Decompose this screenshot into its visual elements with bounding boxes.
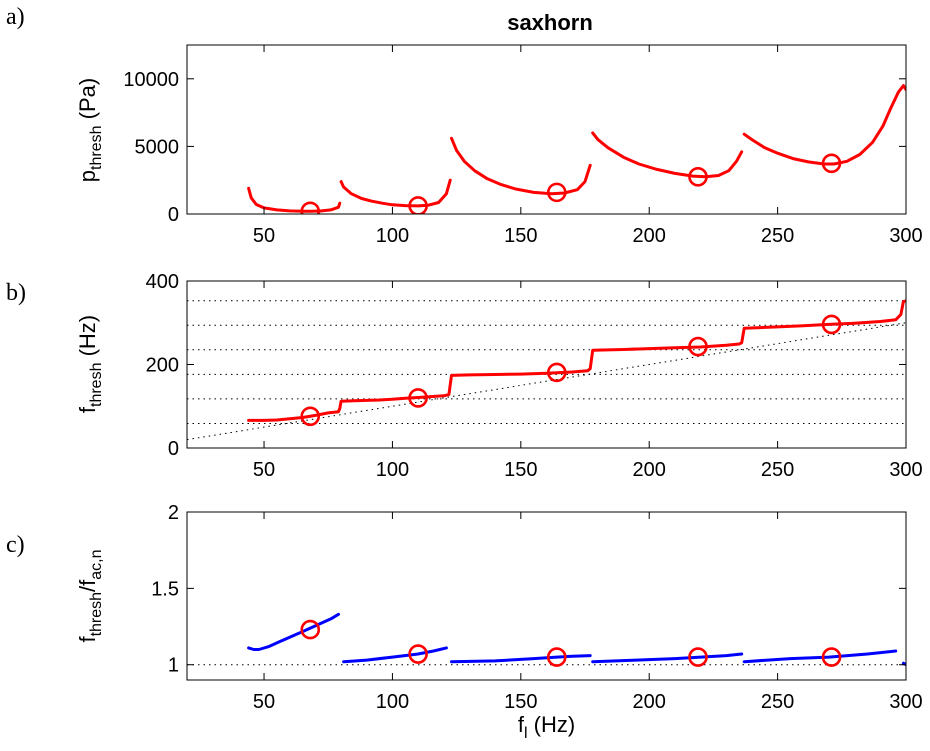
- data-marker: [821, 647, 842, 667]
- y-tick-label: 0: [168, 438, 179, 460]
- y-label-mid: /f: [75, 579, 100, 592]
- panel-label-b: b): [6, 280, 26, 306]
- y-tick-label: 1.5: [151, 578, 179, 600]
- series-line: [339, 178, 452, 208]
- axes-frame: [186, 44, 907, 215]
- x-tick-label: 150: [504, 225, 537, 247]
- panel-label-a: a): [6, 4, 25, 30]
- panel-b-frequency: 50 100 150 200 250 300 0 200 400 fthresh (Hz): [75, 271, 923, 481]
- data-marker: [408, 388, 428, 408]
- series-line: [591, 131, 744, 179]
- y-tick-label: 0: [168, 204, 179, 226]
- data-marker: [300, 201, 321, 214]
- x-tick-label: 250: [761, 459, 794, 481]
- series-line: [342, 646, 448, 664]
- data-marker: [408, 196, 428, 214]
- axes-frame: [186, 511, 907, 681]
- x-tick-label: 200: [633, 225, 666, 247]
- series-line: [742, 649, 898, 664]
- series-line: [742, 84, 906, 166]
- y-axis-label: fthresh/fac,n: [75, 549, 105, 642]
- series-line: [247, 612, 340, 651]
- data-marker: [688, 647, 708, 667]
- x-tick-label: 50: [253, 691, 275, 713]
- y-tick-label: 400: [146, 271, 179, 293]
- x-tick-label: 100: [376, 691, 409, 713]
- y-axis-label: pthresh (Pa): [75, 78, 105, 182]
- data-marker: [688, 336, 708, 357]
- y-label-sub: thresh: [88, 125, 105, 169]
- data-marker: [821, 314, 842, 335]
- series-line: [247, 299, 906, 422]
- y-label-unit: (Pa): [75, 78, 100, 126]
- data-marker: [821, 153, 842, 174]
- data-marker: [546, 182, 567, 203]
- plot-area: [247, 84, 906, 214]
- y-tick-label: 5000: [135, 136, 180, 158]
- plot-area: [187, 299, 906, 441]
- y-label-sub: thresh: [88, 363, 105, 407]
- x-tick-label: 200: [633, 459, 666, 481]
- y-label-base: f: [75, 636, 100, 643]
- reference-diagonal: [187, 322, 906, 441]
- x-label-sub: l: [524, 725, 528, 742]
- data-marker: [546, 647, 567, 667]
- x-tick-label: 300: [889, 225, 922, 247]
- data-marker: [300, 406, 321, 427]
- x-tick-label: 100: [376, 459, 409, 481]
- data-marker: [688, 167, 708, 187]
- data-marker: [300, 619, 321, 640]
- y-label-base: f: [75, 406, 100, 413]
- x-tick-label: 100: [376, 225, 409, 247]
- y-axis-label: fthresh (Hz): [75, 315, 105, 413]
- series-line: [247, 186, 342, 213]
- x-tick-label: 150: [504, 459, 537, 481]
- y-label-sub: thresh: [88, 592, 105, 636]
- y-label-base: p: [75, 170, 100, 182]
- x-tick-label: 250: [761, 225, 794, 247]
- x-tick-label: 300: [889, 459, 922, 481]
- y-tick-label: 1: [168, 655, 179, 677]
- y-tick-label: 10000: [123, 69, 179, 91]
- panel-a-pressure: 50 100 150 200 250 300 0 5000 10000 pthresh (Pa): [75, 44, 923, 247]
- series-line: [450, 654, 592, 664]
- axes-frame: [186, 280, 907, 449]
- x-tick-label: 150: [504, 691, 537, 713]
- x-tick-label: 300: [889, 691, 922, 713]
- x-label-unit: (Hz): [528, 712, 576, 737]
- x-tick-label: 250: [761, 691, 794, 713]
- y-tick-label: 2: [168, 502, 179, 524]
- x-tick-label: 50: [253, 459, 275, 481]
- series-line: [591, 652, 744, 664]
- y-label-sub2: ac,n: [88, 549, 105, 579]
- plot-area: [187, 612, 906, 667]
- x-axis-label: fl (Hz): [518, 712, 575, 742]
- y-tick-label: 200: [146, 355, 179, 377]
- data-marker: [546, 362, 567, 383]
- x-tick-label: 200: [633, 691, 666, 713]
- x-tick-label: 50: [253, 225, 275, 247]
- x-label-base: f: [518, 712, 525, 737]
- series-line: [450, 136, 592, 196]
- panel-label-c: c): [6, 532, 25, 558]
- data-marker: [408, 644, 428, 664]
- figure-title: saxhorn: [507, 10, 593, 35]
- y-label-unit: (Hz): [75, 315, 100, 363]
